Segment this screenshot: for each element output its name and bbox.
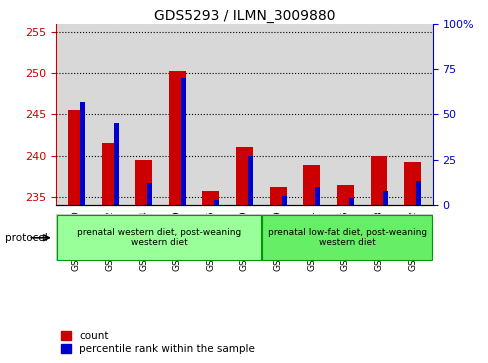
Bar — [135, 160, 152, 205]
Bar — [68, 110, 84, 205]
FancyBboxPatch shape — [56, 214, 432, 261]
Bar — [281, 196, 286, 205]
Bar — [214, 200, 219, 205]
FancyBboxPatch shape — [262, 215, 431, 260]
Bar — [348, 198, 353, 205]
FancyBboxPatch shape — [57, 215, 261, 260]
Bar — [303, 166, 320, 205]
Bar — [113, 123, 119, 205]
Bar — [168, 72, 185, 205]
Bar — [315, 187, 320, 205]
Bar — [404, 162, 420, 205]
Text: prenatal western diet, post-weaning
western diet: prenatal western diet, post-weaning west… — [77, 228, 241, 248]
Bar — [147, 183, 152, 205]
Bar — [370, 156, 386, 205]
Text: GDS5293 / ILMN_3009880: GDS5293 / ILMN_3009880 — [153, 9, 335, 23]
Bar — [80, 102, 85, 205]
Bar — [247, 156, 253, 205]
Text: prenatal low-fat diet, post-weaning
western diet: prenatal low-fat diet, post-weaning west… — [267, 228, 426, 248]
Bar — [236, 147, 252, 205]
Bar — [202, 191, 219, 205]
Bar — [415, 182, 420, 205]
Bar — [336, 185, 353, 205]
Legend: count, percentile rank within the sample: count, percentile rank within the sample — [61, 331, 255, 354]
Bar — [382, 191, 387, 205]
Bar — [269, 187, 286, 205]
Bar — [181, 78, 185, 205]
Bar — [102, 143, 118, 205]
Text: protocol: protocol — [5, 233, 47, 243]
